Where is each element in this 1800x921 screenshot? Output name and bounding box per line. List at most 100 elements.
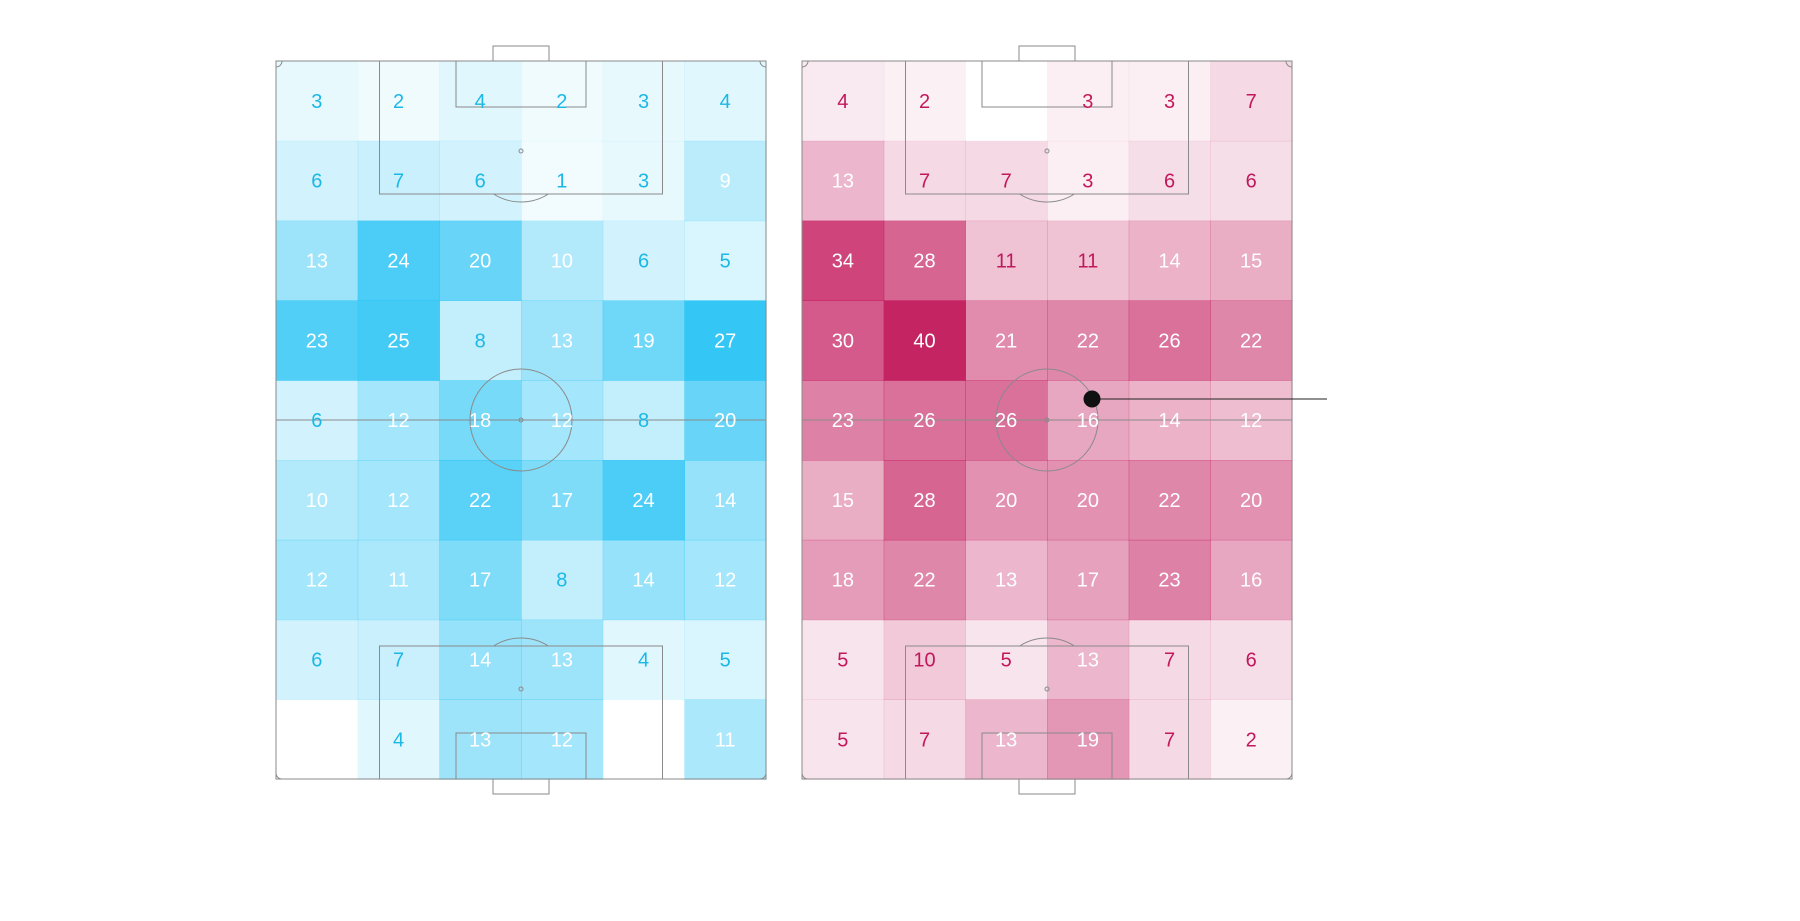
left-cell-value-label: 12 bbox=[387, 490, 409, 512]
left-corner-arc bbox=[759, 60, 767, 68]
left-heatmap-cell bbox=[439, 220, 522, 301]
right-cell-value-label: 26 bbox=[913, 410, 935, 432]
right-heatmap-cell bbox=[1047, 300, 1130, 381]
right-cell-value-label: 23 bbox=[832, 410, 854, 432]
left-cell-value-label: 18 bbox=[469, 410, 491, 432]
left-heatmap-cell bbox=[357, 539, 440, 621]
left-cell-value-label: 27 bbox=[714, 330, 736, 352]
right-cell-value-label: 14 bbox=[1158, 251, 1180, 273]
left-heatmap-cell bbox=[521, 619, 604, 700]
left-heatmap-cell bbox=[684, 539, 767, 621]
left-heatmap-cell bbox=[602, 539, 685, 621]
right-cell-value-label: 2 bbox=[919, 91, 930, 113]
left-cell-value-label: 6 bbox=[638, 251, 649, 273]
left-heatmap-cell bbox=[439, 619, 522, 700]
left-heatmap-cell bbox=[521, 539, 604, 621]
right-cell-value-label: 4 bbox=[837, 91, 848, 113]
right-heatmap-cell bbox=[802, 61, 885, 142]
right-heatmap-cell bbox=[883, 539, 966, 621]
right-heatmap-cell bbox=[802, 140, 885, 222]
right-heatmap-cell bbox=[802, 539, 885, 621]
left-cell-value-label: 12 bbox=[387, 410, 409, 432]
right-cell-value-label: 7 bbox=[1164, 729, 1175, 751]
left-cell-value-label: 3 bbox=[638, 91, 649, 113]
right-cell-value-label: 15 bbox=[832, 490, 854, 512]
right-heatmap-cell bbox=[1128, 699, 1211, 780]
left-heatmap-cell bbox=[276, 460, 359, 541]
right-cell-value-label: 13 bbox=[832, 171, 854, 193]
left-pitch-heatmap: 3 2 4 2 3 46 7 6 1 3 913 24 20 10 6 523 25 8 13 19 276 12 18 12… bbox=[275, 45, 767, 795]
right-cell-value-label: 3 bbox=[1082, 171, 1093, 193]
right-heatmap-cells bbox=[802, 61, 1293, 780]
left-corner-arc bbox=[759, 772, 767, 780]
left-cell-value-label: 12 bbox=[306, 570, 328, 592]
right-heatmap-cell bbox=[965, 220, 1048, 301]
right-cell-value-label: 7 bbox=[1246, 91, 1257, 113]
right-cell-value-label: 18 bbox=[832, 570, 854, 592]
right-heatmap-cell bbox=[802, 220, 885, 301]
left-cell-value-label: 4 bbox=[475, 91, 486, 113]
right-heatmap-cell bbox=[965, 699, 1048, 780]
left-corner-arc bbox=[275, 772, 283, 780]
left-heatmap-cell bbox=[357, 699, 440, 780]
right-cell-value-label: 6 bbox=[1246, 650, 1257, 672]
right-cell-value-label: 13 bbox=[995, 570, 1017, 592]
left-heatmap-cell bbox=[439, 539, 522, 621]
left-heatmap-cell bbox=[439, 140, 522, 222]
left-heatmap-cell bbox=[276, 539, 359, 621]
right-cell-value-label: 20 bbox=[1240, 490, 1262, 512]
right-cell-value-label: 20 bbox=[995, 490, 1017, 512]
right-heatmap-cell bbox=[883, 300, 966, 381]
right-top-goal bbox=[1018, 45, 1076, 62]
left-cell-value-label: 7 bbox=[393, 171, 404, 193]
right-heatmap-cell bbox=[1047, 460, 1130, 541]
left-cell-value-label: 8 bbox=[475, 330, 486, 352]
left-heatmap-cell bbox=[602, 61, 685, 142]
right-cell-value-label: 22 bbox=[913, 570, 935, 592]
left-cell-value-label: 1 bbox=[556, 171, 567, 193]
right-cell-value-label: 19 bbox=[1077, 729, 1099, 751]
left-cell-value-label: 13 bbox=[551, 650, 573, 672]
left-heatmap-cell bbox=[684, 220, 767, 301]
right-heatmap-cell bbox=[1210, 220, 1293, 301]
right-top-penalty-arc bbox=[1019, 193, 1075, 203]
left-heatmap-cell bbox=[276, 699, 358, 779]
left-heatmap-cell bbox=[521, 300, 604, 381]
right-heatmap-cell bbox=[1047, 539, 1130, 621]
left-heatmap-cell bbox=[602, 619, 685, 700]
right-cell-value-label: 13 bbox=[995, 729, 1017, 751]
right-heatmap-cell bbox=[1128, 539, 1211, 621]
left-cell-value-label: 25 bbox=[387, 330, 409, 352]
right-cell-value-label: 26 bbox=[1158, 330, 1180, 352]
left-cell-value-label: 20 bbox=[714, 410, 736, 432]
left-cell-value-label: 12 bbox=[551, 410, 573, 432]
right-cell-value-label: 5 bbox=[837, 650, 848, 672]
right-heatmap-cell bbox=[1210, 619, 1293, 700]
right-cell-value-label: 22 bbox=[1077, 330, 1099, 352]
right-cell-value-label: 5 bbox=[1001, 650, 1012, 672]
right-bottom-goal-area bbox=[981, 732, 1113, 780]
left-heatmap-cell bbox=[684, 619, 767, 700]
left-cell-value-label: 24 bbox=[632, 490, 654, 512]
right-cell-value-label: 22 bbox=[1158, 490, 1180, 512]
left-heatmap-cell bbox=[439, 300, 522, 381]
right-heatmap-cell bbox=[965, 300, 1048, 381]
left-heatmap-cell bbox=[357, 460, 440, 541]
right-heatmap-cell bbox=[965, 61, 1047, 141]
annotation-pointer bbox=[1083, 390, 1327, 408]
left-heatmap-cell bbox=[439, 61, 522, 142]
right-heatmap-cell bbox=[1210, 140, 1293, 222]
left-heatmap-cell bbox=[602, 460, 685, 541]
left-cell-value-label: 4 bbox=[638, 650, 649, 672]
left-heatmap-cell bbox=[276, 300, 359, 381]
right-heatmap-cell bbox=[883, 699, 966, 780]
left-heatmap-cell bbox=[521, 699, 604, 780]
right-bottom-goal bbox=[1018, 778, 1076, 795]
left-cell-value-label: 8 bbox=[638, 410, 649, 432]
right-cell-value-label: 7 bbox=[919, 171, 930, 193]
right-top-goal-area bbox=[981, 60, 1113, 108]
right-heatmap-cell bbox=[1210, 300, 1293, 381]
left-heatmap-cell bbox=[684, 460, 767, 541]
right-cell-value-label: 10 bbox=[913, 650, 935, 672]
